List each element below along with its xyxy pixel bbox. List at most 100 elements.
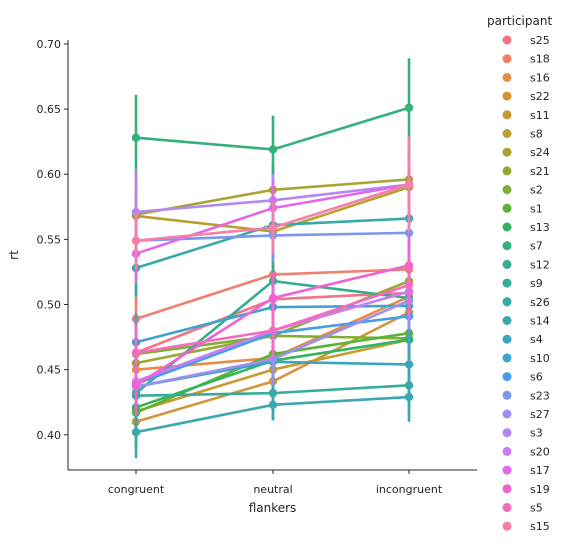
legend-marker <box>502 222 512 232</box>
legend-marker <box>502 297 512 307</box>
series-s7 <box>131 58 414 184</box>
y-tick-label: 0.45 <box>37 364 62 377</box>
legend-item: s9 <box>502 277 543 290</box>
legend-marker <box>502 35 512 45</box>
data-point <box>404 392 414 402</box>
legend-marker <box>502 353 512 363</box>
legend-item: s15 <box>502 520 550 533</box>
legend-item: s19 <box>502 483 550 496</box>
y-tick-label: 0.65 <box>37 103 62 116</box>
legend-label: s12 <box>530 258 550 271</box>
data-point <box>131 133 141 142</box>
legend-label: s20 <box>530 445 550 458</box>
plot-area <box>131 58 414 459</box>
data-point <box>404 180 414 189</box>
legend-marker <box>502 185 512 195</box>
y-ticks: 0.40 0.45 0.50 0.55 0.60 0.65 0.70 <box>37 38 68 442</box>
legend-label: s16 <box>530 71 550 84</box>
data-point <box>131 381 141 390</box>
x-tick-label: incongruent <box>376 483 443 496</box>
legend-item: s8 <box>502 128 543 141</box>
legend-marker <box>502 484 512 494</box>
legend-items: s25 s18 s16 s22 s11 s8 s24 s21 s2 s1 s13 s7 s12 s9 s26… <box>502 34 550 533</box>
legend-marker <box>502 203 512 213</box>
legend-item: s23 <box>502 389 550 402</box>
legend-marker <box>502 409 512 419</box>
legend-label: s25 <box>530 34 550 47</box>
legend-label: s7 <box>530 240 543 253</box>
legend-marker <box>502 278 512 288</box>
data-point <box>131 348 141 357</box>
data-point <box>268 400 278 410</box>
legend-marker <box>502 110 512 120</box>
legend-marker <box>502 54 512 64</box>
legend-marker <box>502 390 512 400</box>
y-tick-label: 0.60 <box>37 168 62 181</box>
legend-label: s2 <box>530 184 543 197</box>
series-s5 <box>131 256 414 382</box>
legend-marker <box>502 446 512 456</box>
legend-marker <box>502 129 512 138</box>
x-ticks: congruent neutral incongruent <box>108 470 443 496</box>
legend-item: s25 <box>502 34 550 47</box>
legend-marker <box>502 259 512 269</box>
legend-label: s24 <box>530 146 550 159</box>
data-point <box>268 223 278 232</box>
legend-label: s15 <box>530 520 550 533</box>
data-point <box>268 326 278 335</box>
legend-label: s17 <box>530 464 550 477</box>
legend-item: s11 <box>502 109 550 122</box>
legend-marker <box>502 503 512 512</box>
legend-marker <box>502 334 512 344</box>
data-point <box>131 428 141 437</box>
legend-item: s20 <box>502 445 550 458</box>
legend-label: s27 <box>530 408 550 421</box>
legend-label: s5 <box>530 502 543 515</box>
y-tick-label: 0.55 <box>37 233 62 246</box>
legend-label: s18 <box>530 53 550 66</box>
legend-title: participant <box>487 14 552 28</box>
legend-marker <box>502 316 512 325</box>
data-point <box>268 355 278 364</box>
axes: 0.40 0.45 0.50 0.55 0.60 0.65 0.70 congruent ne… <box>7 38 477 515</box>
legend-item: s13 <box>502 221 550 234</box>
legend-marker <box>502 372 512 382</box>
y-axis-label: rt <box>7 250 21 260</box>
legend-label: s8 <box>530 128 543 141</box>
legend-item: s22 <box>502 90 550 103</box>
legend-label: s22 <box>530 90 550 103</box>
legend-item: s18 <box>502 53 550 66</box>
legend-item: s16 <box>502 71 550 84</box>
legend-label: s6 <box>530 371 543 384</box>
legend-item: s4 <box>502 333 543 346</box>
legend-marker <box>502 241 512 251</box>
legend-marker <box>502 166 512 176</box>
legend-item: s26 <box>502 296 550 309</box>
series-s15 <box>131 136 414 270</box>
legend-label: s13 <box>530 221 550 234</box>
data-point <box>404 103 414 112</box>
legend-item: s5 <box>502 502 543 515</box>
legend-label: s4 <box>530 333 543 346</box>
legend-label: s26 <box>530 296 550 309</box>
legend-label: s10 <box>530 352 550 365</box>
data-point <box>404 360 414 369</box>
legend-item: s27 <box>502 408 550 421</box>
legend-item: s2 <box>502 184 543 197</box>
legend-marker <box>502 465 512 475</box>
legend-item: s1 <box>502 202 543 215</box>
legend-item: s17 <box>502 464 550 477</box>
legend-item: s14 <box>502 315 550 328</box>
legend-marker <box>502 147 512 157</box>
legend-label: s19 <box>530 483 550 496</box>
x-tick-label: neutral <box>253 483 292 496</box>
legend-label: s21 <box>530 165 550 178</box>
legend-item: s7 <box>502 240 543 253</box>
data-point <box>404 280 414 290</box>
data-point <box>268 145 278 154</box>
y-tick-label: 0.70 <box>37 38 62 51</box>
legend-marker <box>502 72 512 82</box>
legend-item: s24 <box>502 146 550 159</box>
y-tick-label: 0.50 <box>37 299 62 312</box>
